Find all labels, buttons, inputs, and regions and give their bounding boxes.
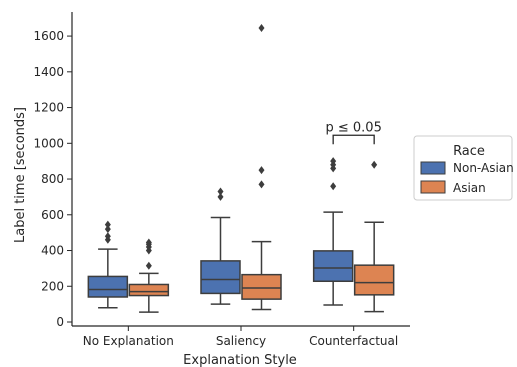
box-group bbox=[241, 24, 282, 311]
significance-annotation: p ≤ 0.05 bbox=[325, 120, 381, 135]
outlier-point bbox=[258, 24, 265, 33]
annotation-layer: p ≤ 0.05 bbox=[325, 120, 382, 145]
outlier-point bbox=[104, 232, 111, 241]
y-tick-label: 600 bbox=[41, 208, 64, 222]
box-iqr bbox=[241, 273, 282, 300]
outlier-point bbox=[258, 166, 265, 175]
legend-label-asian: Asian bbox=[453, 181, 486, 195]
y-tick-label: 1400 bbox=[33, 65, 64, 79]
outlier-point bbox=[145, 238, 152, 247]
outlier-point bbox=[371, 160, 378, 169]
y-tick-label: 1000 bbox=[33, 136, 64, 150]
outlier-point bbox=[104, 220, 111, 229]
outlier-point bbox=[145, 261, 152, 270]
outlier-point bbox=[104, 225, 111, 234]
box-iqr bbox=[87, 275, 129, 298]
x-axis-label: Explanation Style bbox=[183, 353, 297, 367]
legend-title: Race bbox=[453, 144, 485, 159]
x-tick-label: No Explanation bbox=[83, 334, 174, 348]
y-tick-label: 800 bbox=[41, 172, 64, 186]
x-tick-label: Counterfactual bbox=[309, 334, 398, 348]
y-tick-label: 0 bbox=[56, 315, 64, 329]
box-iqr bbox=[312, 250, 354, 283]
outlier-point bbox=[217, 192, 224, 201]
box-group bbox=[128, 238, 170, 313]
significance-bracket bbox=[332, 134, 375, 145]
box-iqr bbox=[128, 283, 170, 297]
outlier-point bbox=[258, 180, 265, 189]
y-tick-label: 400 bbox=[41, 244, 64, 258]
y-tick-label: 200 bbox=[41, 279, 64, 293]
box-group bbox=[200, 187, 241, 305]
box-group bbox=[312, 157, 354, 306]
outlier-point bbox=[217, 187, 224, 196]
legend: Race Non-Asian Asian bbox=[413, 135, 514, 201]
boxes-layer bbox=[87, 24, 395, 313]
box-iqr bbox=[200, 260, 241, 295]
legend-swatch-non-asian bbox=[420, 161, 446, 175]
outlier-point bbox=[330, 182, 337, 191]
box-group bbox=[353, 160, 395, 313]
box-group bbox=[87, 220, 129, 309]
y-tick-label: 1600 bbox=[33, 29, 64, 43]
legend-label-non-asian: Non-Asian bbox=[453, 161, 514, 175]
axes-layer: 0 200 400 600 800 1000 1200 1400 1600 No Explanat… bbox=[33, 12, 410, 348]
y-axis-label: Label time [seconds] bbox=[13, 107, 28, 243]
box-iqr bbox=[353, 264, 395, 296]
outlier-point bbox=[330, 157, 337, 166]
legend-swatch-asian bbox=[420, 180, 446, 194]
y-tick-label: 1200 bbox=[33, 101, 64, 115]
x-tick-label: Saliency bbox=[216, 334, 266, 348]
